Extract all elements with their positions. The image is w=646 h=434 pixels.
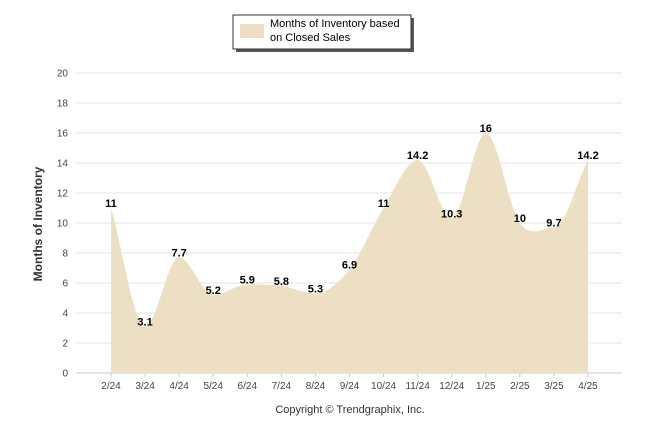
x-tick-label: 2/24 [101,381,121,392]
y-tick-label: 6 [62,279,68,290]
data-labels: 11 3.1 7.7 5.2 5.9 5.8 5.3 6.9 11 14.2 10.3 16 10 9.7… [105,123,599,329]
data-label: 14.2 [407,150,428,162]
x-tick-label: 6/24 [238,381,258,392]
y-axis: 0 2 4 6 8 10 12 14 16 18 20 [57,69,69,380]
copyright-footer: Copyright © Trendgraphix, Inc. [275,404,424,416]
x-tick-label: 3/24 [135,381,155,392]
x-tick-label: 10/24 [371,381,396,392]
y-tick-label: 0 [62,369,68,380]
data-label: 5.2 [206,285,221,297]
x-tick-label: 4/24 [169,381,189,392]
x-tick-label: 5/24 [203,381,223,392]
y-tick-label: 14 [57,159,69,170]
data-label: 11 [105,198,117,210]
data-label: 7.7 [171,248,186,260]
x-tick-label: 1/25 [476,381,496,392]
y-tick-label: 8 [62,249,68,260]
x-tick-label: 11/24 [405,381,430,392]
data-label: 5.3 [308,284,323,296]
x-tick-label: 2/25 [510,381,530,392]
legend-label-line1: Months of Inventory based [270,18,400,30]
data-label: 11 [378,198,390,210]
legend-swatch [240,24,264,38]
y-axis-title: Months of Inventory [31,166,45,281]
data-label: 5.9 [240,275,255,287]
inventory-area-series [111,133,588,373]
plot-area [111,133,588,373]
data-label: 9.7 [546,218,561,230]
legend: Months of Inventory based on Closed Sale… [232,14,414,52]
y-tick-label: 12 [57,189,69,200]
data-label: 10 [514,213,526,225]
y-tick-label: 16 [57,129,69,140]
y-tick-label: 4 [62,309,68,320]
y-tick-label: 10 [57,219,69,230]
x-tick-label: 4/25 [578,381,598,392]
x-axis: 2/24 3/24 4/24 5/24 6/24 7/24 8/24 9/24 10/24 11/… [101,373,598,392]
data-label: 3.1 [137,317,152,329]
legend-label-line2: on Closed Sales [270,32,351,44]
data-label: 10.3 [441,209,462,221]
data-label: 6.9 [342,260,357,272]
x-tick-label: 9/24 [340,381,360,392]
x-tick-label: 8/24 [306,381,326,392]
data-label: 16 [480,123,492,135]
x-tick-label: 3/25 [544,381,564,392]
data-label: 14.2 [577,150,598,162]
y-tick-label: 20 [57,69,69,80]
data-label: 5.8 [274,276,289,288]
x-tick-label: 12/24 [439,381,464,392]
y-tick-label: 2 [62,339,68,350]
y-tick-label: 18 [57,99,69,110]
x-tick-label: 7/24 [272,381,292,392]
